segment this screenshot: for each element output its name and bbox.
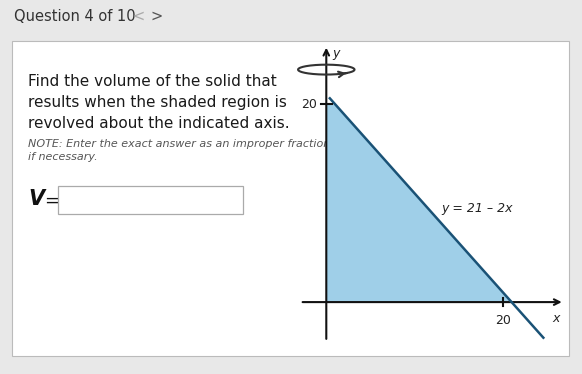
Text: 20: 20 [301, 98, 317, 111]
Text: V: V [28, 189, 44, 209]
Text: y = 21 – 2x: y = 21 – 2x [441, 202, 513, 215]
Text: revolved about the indicated axis.: revolved about the indicated axis. [28, 116, 290, 131]
Text: y: y [332, 47, 340, 60]
Text: 20: 20 [495, 314, 511, 327]
Text: NOTE: Enter the exact answer as an improper fraction: NOTE: Enter the exact answer as an impro… [28, 139, 330, 149]
Text: >: > [150, 9, 162, 24]
Text: results when the shaded region is: results when the shaded region is [28, 95, 287, 110]
Text: =: = [44, 192, 59, 210]
FancyBboxPatch shape [58, 186, 243, 214]
Text: Question 4 of 10: Question 4 of 10 [14, 9, 136, 24]
Polygon shape [327, 104, 512, 302]
Text: if necessary.: if necessary. [28, 152, 98, 162]
Text: Find the volume of the solid that: Find the volume of the solid that [28, 74, 277, 89]
Text: <: < [132, 9, 144, 24]
FancyBboxPatch shape [12, 41, 569, 356]
Text: x: x [552, 312, 559, 325]
